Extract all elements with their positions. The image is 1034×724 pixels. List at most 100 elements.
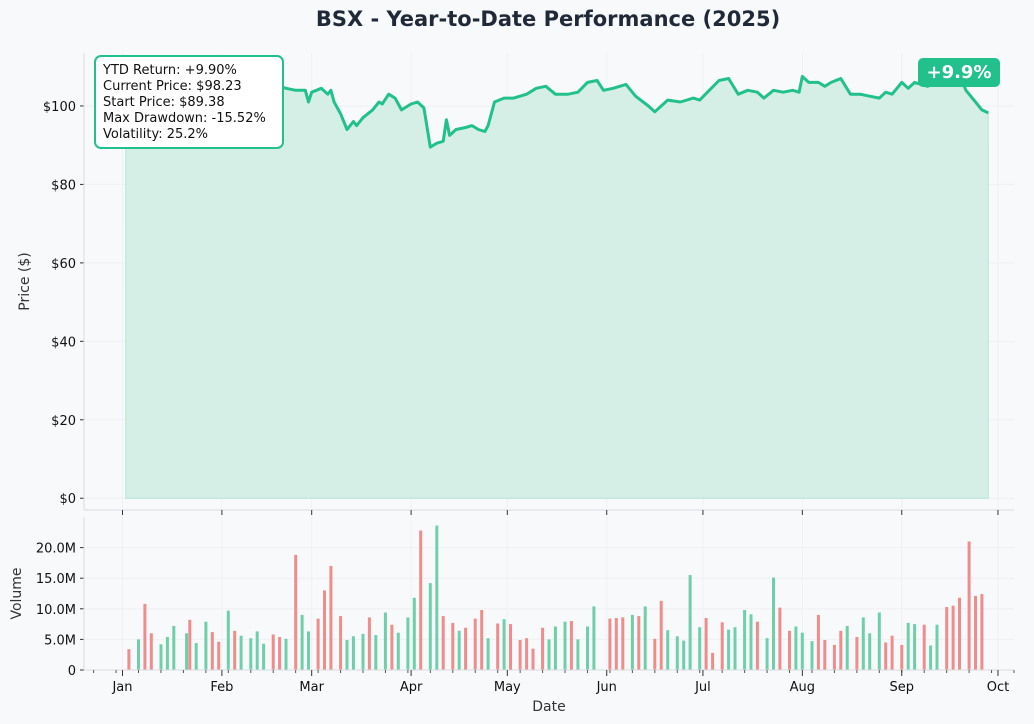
volume-bar bbox=[367, 617, 371, 670]
volume-bar bbox=[457, 630, 461, 670]
stat-max-drawdown: Max Drawdown: -15.52% bbox=[103, 111, 266, 126]
volume-bar bbox=[922, 624, 926, 670]
volume-xtick-label: Feb bbox=[210, 680, 233, 695]
volume-bar bbox=[794, 626, 798, 670]
volume-bar bbox=[441, 616, 445, 670]
volume-bar bbox=[772, 577, 775, 670]
volume-bar bbox=[127, 649, 131, 670]
volume-bar bbox=[563, 621, 567, 670]
volume-bar bbox=[727, 629, 731, 670]
volume-bar bbox=[226, 610, 230, 670]
volume-bar bbox=[839, 630, 843, 670]
volume-bar bbox=[688, 575, 692, 670]
volume-bar bbox=[621, 617, 625, 670]
volume-bar bbox=[720, 622, 724, 670]
volume-bar bbox=[412, 597, 416, 670]
stat-volatility: Volatility: 25.2% bbox=[103, 127, 208, 142]
volume-bar bbox=[451, 622, 455, 670]
volume-xtick-label: Jul bbox=[694, 680, 711, 695]
volume-bar bbox=[435, 525, 439, 670]
volume-bar bbox=[406, 617, 410, 670]
volume-bar bbox=[165, 637, 169, 670]
volume-xlabel: Date bbox=[532, 699, 565, 715]
volume-bar bbox=[861, 617, 865, 670]
volume-bar bbox=[765, 638, 769, 670]
volume-bar bbox=[329, 566, 333, 670]
price-ylabel: Price ($) bbox=[17, 252, 33, 310]
volume-bar bbox=[502, 619, 506, 670]
volume-bar bbox=[185, 633, 189, 670]
volume-bar bbox=[877, 612, 881, 670]
price-line bbox=[125, 73, 989, 149]
volume-bar bbox=[316, 618, 320, 670]
volume-bar bbox=[361, 633, 365, 670]
volume-bar bbox=[284, 638, 288, 670]
volume-bar bbox=[419, 530, 423, 670]
volume-bar bbox=[496, 623, 500, 670]
volume-bar bbox=[778, 607, 782, 670]
volume-bar bbox=[194, 643, 198, 670]
volume-bar bbox=[480, 610, 484, 670]
volume-bar bbox=[541, 627, 545, 670]
volume-bar bbox=[643, 606, 647, 670]
volume-bar bbox=[204, 621, 208, 670]
volume-ytick-label: 20.0M bbox=[36, 542, 76, 557]
return-badge: +9.9% bbox=[918, 58, 1000, 87]
volume-bar bbox=[845, 625, 849, 670]
volume-bar bbox=[929, 645, 933, 670]
volume-bar bbox=[464, 627, 468, 670]
volume-bar bbox=[217, 641, 221, 670]
volume-bar bbox=[630, 614, 634, 670]
chart-title: BSX - Year-to-Date Performance (2025) bbox=[316, 7, 780, 31]
volume-bar bbox=[486, 638, 490, 670]
volume-bar bbox=[390, 624, 394, 670]
volume-xtick-label: Apr bbox=[400, 680, 423, 695]
volume-ytick-label: 0 bbox=[68, 664, 76, 679]
volume-bar bbox=[518, 640, 522, 670]
volume-bar bbox=[547, 639, 551, 670]
volume-bar bbox=[345, 640, 349, 670]
volume-bar bbox=[980, 594, 984, 670]
volume-bar bbox=[143, 603, 147, 670]
volume-bar bbox=[531, 648, 535, 670]
stats-box-frame bbox=[94, 55, 284, 149]
return-badge-label: +9.9% bbox=[926, 62, 991, 83]
volume-bar bbox=[704, 618, 708, 670]
volume-bar bbox=[396, 632, 400, 670]
volume-bar bbox=[868, 633, 872, 670]
volume-bar bbox=[592, 606, 596, 670]
volume-bar bbox=[428, 583, 432, 670]
volume-bar bbox=[351, 636, 355, 670]
stat-current-price: Current Price: $98.23 bbox=[103, 79, 242, 94]
volume-ytick-label: 5.0M bbox=[44, 633, 76, 648]
price-ytick-label: $40 bbox=[51, 335, 76, 350]
price-ytick-label: $60 bbox=[51, 257, 76, 272]
volume-bar bbox=[509, 624, 512, 670]
volume-ytick-label: 15.0M bbox=[36, 572, 76, 587]
volume-bar bbox=[749, 614, 753, 670]
price-ytick-label: $100 bbox=[43, 100, 76, 115]
volume-bar bbox=[553, 626, 557, 670]
volume-bar bbox=[374, 635, 378, 670]
volume-bar bbox=[675, 636, 679, 670]
volume-bar bbox=[576, 639, 580, 670]
volume-bar bbox=[823, 640, 827, 670]
price-ytick-label: $0 bbox=[59, 492, 76, 507]
volume-bar bbox=[614, 618, 618, 670]
volume-bar bbox=[569, 621, 573, 670]
volume-bar bbox=[239, 635, 243, 670]
volume-bar bbox=[137, 639, 140, 670]
volume-bar bbox=[300, 614, 304, 670]
volume-bar bbox=[733, 627, 737, 670]
volume-bar bbox=[653, 638, 657, 670]
volume-bar bbox=[890, 635, 894, 670]
volume-xtick-label: Aug bbox=[790, 680, 815, 695]
volume-bar bbox=[855, 637, 859, 670]
volume-bar bbox=[339, 616, 343, 670]
volume-xtick-label: Jan bbox=[111, 680, 132, 695]
volume-bar bbox=[958, 597, 961, 670]
volume-bar bbox=[659, 600, 663, 670]
volume-bar bbox=[698, 627, 702, 670]
volume-bar bbox=[945, 607, 949, 670]
